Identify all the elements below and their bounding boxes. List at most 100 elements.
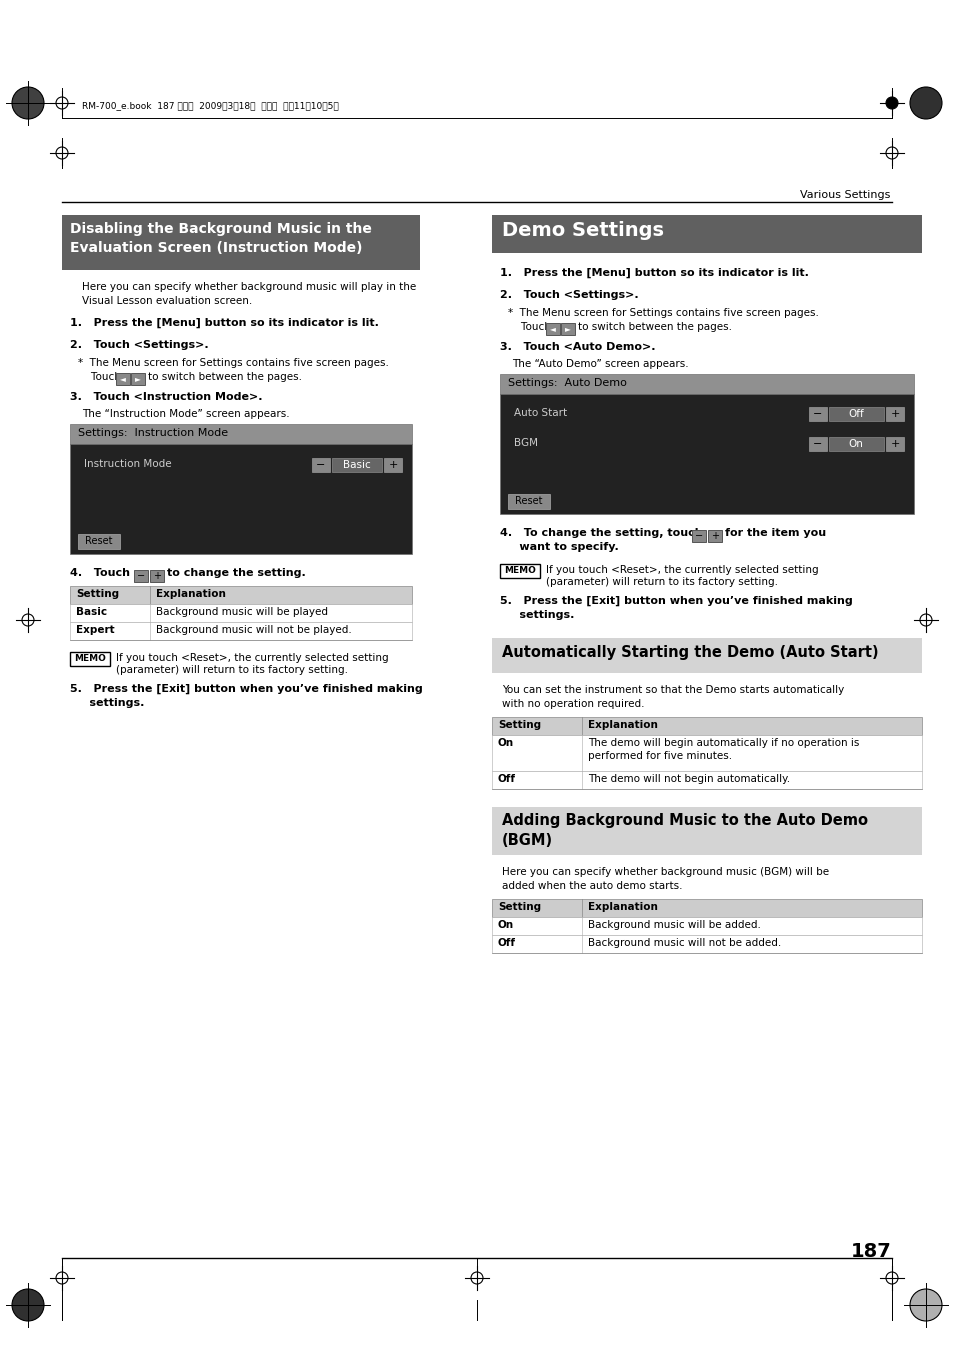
Bar <box>492 735 921 771</box>
Text: added when the auto demo starts.: added when the auto demo starts. <box>501 881 681 892</box>
Text: for the item you: for the item you <box>724 528 825 538</box>
Text: 4.   Touch: 4. Touch <box>70 567 130 578</box>
Bar <box>492 898 921 917</box>
Circle shape <box>909 86 941 119</box>
Text: +: + <box>710 531 719 540</box>
Bar <box>545 323 559 335</box>
Bar <box>507 494 550 509</box>
Bar <box>492 935 921 952</box>
Circle shape <box>12 86 44 119</box>
Text: The demo will begin automatically if no operation is
performed for five minutes.: The demo will begin automatically if no … <box>587 738 859 761</box>
Text: Visual Lesson evaluation screen.: Visual Lesson evaluation screen. <box>82 296 252 305</box>
Bar <box>808 436 826 451</box>
Text: RM-700_e.book  187 ページ  2009年3月18日  水曜日  午前11晈10て5分: RM-700_e.book 187 ページ 2009年3月18日 水曜日 午前1… <box>82 101 338 111</box>
Text: ►: ► <box>135 374 141 384</box>
Text: Reset: Reset <box>85 536 112 547</box>
Text: +: + <box>388 459 397 470</box>
Text: (BGM): (BGM) <box>501 834 553 848</box>
Text: 3.   Touch <Auto Demo>.: 3. Touch <Auto Demo>. <box>499 342 655 353</box>
Text: Off: Off <box>497 938 516 948</box>
Text: ◄: ◄ <box>550 324 556 334</box>
Text: ►: ► <box>564 324 570 334</box>
Bar <box>492 215 921 253</box>
Bar <box>133 570 148 582</box>
Circle shape <box>909 1289 941 1321</box>
Text: settings.: settings. <box>70 698 144 708</box>
Text: Basic: Basic <box>343 459 371 470</box>
Bar <box>131 373 145 385</box>
Bar <box>691 530 705 542</box>
Text: Background music will be added.: Background music will be added. <box>587 920 760 929</box>
Text: The “Instruction Mode” screen appears.: The “Instruction Mode” screen appears. <box>82 409 290 419</box>
Text: 187: 187 <box>850 1242 891 1260</box>
Text: Basic: Basic <box>76 607 107 617</box>
Bar <box>492 717 921 735</box>
Text: Explanation: Explanation <box>156 589 226 598</box>
Text: Here you can specify whether background music (BGM) will be: Here you can specify whether background … <box>501 867 828 877</box>
Text: with no operation required.: with no operation required. <box>501 698 644 709</box>
Bar <box>492 807 921 855</box>
Text: Demo Settings: Demo Settings <box>501 222 663 240</box>
Bar <box>828 436 883 451</box>
Bar <box>70 444 412 554</box>
Text: Various Settings: Various Settings <box>799 190 889 200</box>
Text: Explanation: Explanation <box>587 902 658 912</box>
Text: 1.   Press the [Menu] button so its indicator is lit.: 1. Press the [Menu] button so its indica… <box>499 267 808 278</box>
Text: BGM: BGM <box>514 438 537 449</box>
Text: On: On <box>497 738 514 748</box>
Text: Here you can specify whether background music will play in the: Here you can specify whether background … <box>82 282 416 292</box>
Circle shape <box>885 97 897 109</box>
Bar <box>312 458 330 471</box>
Text: Auto Start: Auto Start <box>514 408 566 417</box>
Text: Disabling the Background Music in the
Evaluation Screen (Instruction Mode): Disabling the Background Music in the Ev… <box>70 222 372 255</box>
Text: +: + <box>152 571 161 581</box>
Text: 2.   Touch <Settings>.: 2. Touch <Settings>. <box>499 290 638 300</box>
Text: Setting: Setting <box>497 902 540 912</box>
Text: want to specify.: want to specify. <box>499 542 618 553</box>
Text: 1.   Press the [Menu] button so its indicator is lit.: 1. Press the [Menu] button so its indica… <box>70 317 378 328</box>
Text: Automatically Starting the Demo (Auto Start): Automatically Starting the Demo (Auto St… <box>501 644 878 661</box>
Text: Touch: Touch <box>507 322 550 332</box>
Bar <box>116 373 130 385</box>
Text: to change the setting.: to change the setting. <box>167 567 305 578</box>
Bar <box>499 374 913 394</box>
Text: 4.   To change the setting, touch: 4. To change the setting, touch <box>499 528 702 538</box>
Text: 2.   Touch <Settings>.: 2. Touch <Settings>. <box>70 340 209 350</box>
Text: Off: Off <box>497 774 516 784</box>
Text: −: − <box>316 459 325 470</box>
Text: settings.: settings. <box>499 611 574 620</box>
Text: −: − <box>137 571 145 581</box>
Text: (parameter) will return to its factory setting.: (parameter) will return to its factory s… <box>545 577 778 586</box>
Text: to switch between the pages.: to switch between the pages. <box>148 372 302 382</box>
Text: Background music will not be added.: Background music will not be added. <box>587 938 781 948</box>
Text: −: − <box>694 531 702 540</box>
Text: The demo will not begin automatically.: The demo will not begin automatically. <box>587 774 789 784</box>
Bar <box>70 621 412 640</box>
Bar <box>885 436 903 451</box>
Bar <box>707 530 721 542</box>
Text: Setting: Setting <box>497 720 540 730</box>
Bar <box>808 407 826 422</box>
Bar <box>828 407 883 422</box>
Text: Background music will not be played.: Background music will not be played. <box>156 626 352 635</box>
Text: *  The Menu screen for Settings contains five screen pages.: * The Menu screen for Settings contains … <box>507 308 818 317</box>
Text: MEMO: MEMO <box>503 566 536 576</box>
Bar <box>150 570 164 582</box>
Bar <box>492 771 921 789</box>
Text: +: + <box>889 439 899 449</box>
Text: *  The Menu screen for Settings contains five screen pages.: * The Menu screen for Settings contains … <box>78 358 389 367</box>
Text: Explanation: Explanation <box>587 720 658 730</box>
Circle shape <box>12 1289 44 1321</box>
Bar <box>70 586 412 604</box>
Text: You can set the instrument so that the Demo starts automatically: You can set the instrument so that the D… <box>501 685 843 694</box>
Text: Instruction Mode: Instruction Mode <box>84 459 172 469</box>
Text: If you touch <Reset>, the currently selected setting: If you touch <Reset>, the currently sele… <box>545 565 818 576</box>
Text: +: + <box>889 409 899 419</box>
Text: On: On <box>847 439 862 449</box>
Text: Touch: Touch <box>78 372 121 382</box>
Bar <box>885 407 903 422</box>
Bar <box>70 424 412 444</box>
Text: Settings:  Auto Demo: Settings: Auto Demo <box>507 378 626 388</box>
Bar <box>384 458 401 471</box>
Bar <box>62 215 419 270</box>
